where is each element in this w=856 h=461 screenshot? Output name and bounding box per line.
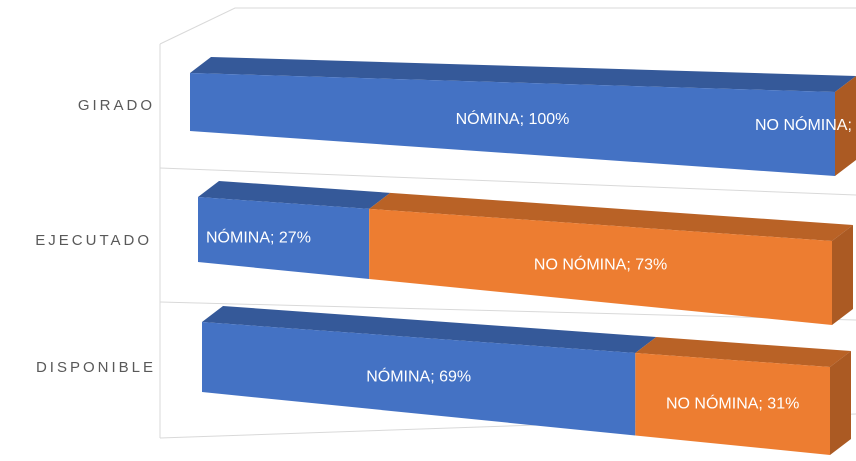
chart-gridlines: [159, 7, 856, 439]
data-label-disponible-no-nomina: NO NÓMINA; 31%: [666, 394, 799, 413]
bar-ejecutado-nomina: [198, 197, 370, 280]
bar-girado-nomina: [190, 73, 835, 176]
back-wall-top-edge: [159, 7, 856, 45]
data-label-disponible-nomina: NÓMINA; 69%: [366, 367, 471, 386]
bar-ejecutado-end-face: [832, 225, 853, 325]
category-labels: GIRADO EJECUTADO DISPONIBLE: [35, 97, 156, 376]
bar-ejecutado-no-nomina-top: [369, 192, 853, 241]
bar-disponible-nomina: [202, 322, 636, 436]
category-label-girado: GIRADO: [78, 97, 155, 114]
bar-disponible-no-nomina-top: [635, 337, 851, 367]
bar-disponible-no-nomina: [635, 353, 830, 455]
data-label-girado-no-nomina: NO NÓMINA; 0%: [755, 115, 856, 134]
data-label-ejecutado-nomina: NÓMINA; 27%: [206, 228, 311, 247]
bar-disponible-nomina-top: [202, 306, 657, 354]
bar-ejecutado-nomina-top: [198, 181, 391, 209]
data-labels: NÓMINA; 100% NO NÓMINA; 0% NÓMINA; 27% NO N…: [206, 109, 856, 413]
gridline-2: [159, 301, 856, 321]
bar-girado-nomina-top: [190, 57, 856, 92]
bar-ejecutado-no-nomina: [369, 208, 832, 325]
bar-girado-end-face: [835, 76, 856, 176]
bar-disponible-end-face: [830, 351, 851, 455]
data-label-ejecutado-no-nomina: NO NÓMINA; 73%: [534, 254, 667, 273]
data-label-girado-nomina: NÓMINA; 100%: [456, 109, 570, 128]
bar-segments: [190, 57, 856, 455]
category-label-ejecutado: EJECUTADO: [35, 232, 152, 249]
gridline-1: [159, 167, 856, 196]
category-label-disponible: DISPONIBLE: [36, 359, 156, 376]
